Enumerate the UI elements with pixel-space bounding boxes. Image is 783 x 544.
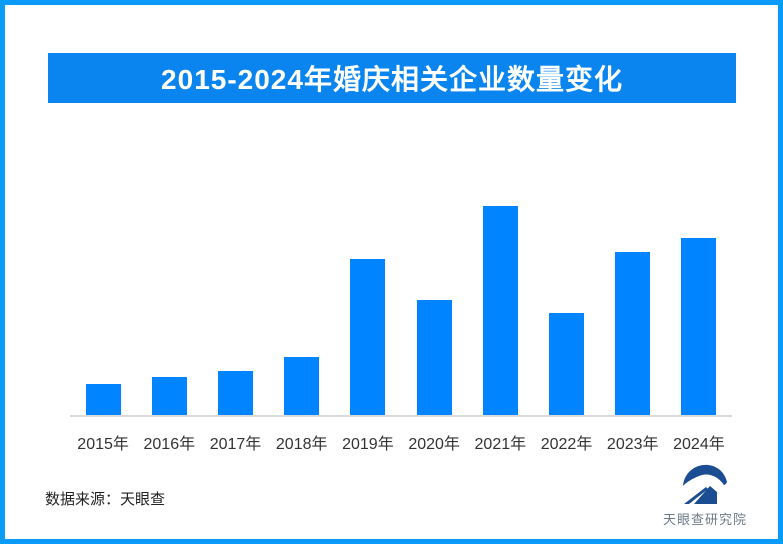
bar-slot <box>335 150 401 415</box>
bar-2019年 <box>350 258 386 415</box>
bar-slot <box>202 150 268 415</box>
x-tick-label: 2023年 <box>606 436 659 453</box>
x-tick-label: 2017年 <box>209 436 262 453</box>
x-tick-label: 2021年 <box>474 436 527 453</box>
bar-2024年 <box>681 237 717 415</box>
bar-2020年 <box>416 300 452 415</box>
x-tick-label: 2020年 <box>408 436 460 453</box>
publisher-logo-text: 天眼查研究院 <box>662 512 747 527</box>
x-tick-label: 2019年 <box>342 436 394 453</box>
bar-slot <box>600 150 666 415</box>
x-tick-label: 2016年 <box>143 436 196 453</box>
bar-slot <box>666 150 732 415</box>
x-tick-label: 2024年 <box>673 436 725 453</box>
bar-slot <box>467 150 533 415</box>
plot-area <box>70 150 732 417</box>
data-source-note: 数据来源：天眼查 <box>45 491 166 508</box>
bar-slot <box>269 150 335 415</box>
bar-slot <box>401 150 467 415</box>
x-tick-label: 2015年 <box>77 436 129 453</box>
x-tick-label: 2018年 <box>275 436 328 453</box>
bar-slot <box>533 150 599 415</box>
bar-slot <box>70 150 136 415</box>
bar-2022年 <box>549 312 585 415</box>
bar-2017年 <box>218 371 253 415</box>
bar-2021年 <box>482 206 518 415</box>
tianyancha-logo-icon <box>683 464 727 504</box>
publisher-logo: 天眼查研究院 <box>655 463 755 528</box>
bar-2023年 <box>615 252 651 415</box>
bar-2015年 <box>85 383 121 415</box>
bar-slot <box>136 150 202 415</box>
bar-2018年 <box>284 356 320 415</box>
x-axis-labels: 2015年 2016年 2017年 2018年 2019年 2020年 2021年 2022年… <box>70 430 732 454</box>
chart-title: 2015-2024年婚庆相关企业数量变化 <box>161 64 623 95</box>
x-tick-label: 2022年 <box>540 436 593 453</box>
chart-title-banner: 2015-2024年婚庆相关企业数量变化 <box>48 53 736 103</box>
bar-2016年 <box>151 377 187 415</box>
